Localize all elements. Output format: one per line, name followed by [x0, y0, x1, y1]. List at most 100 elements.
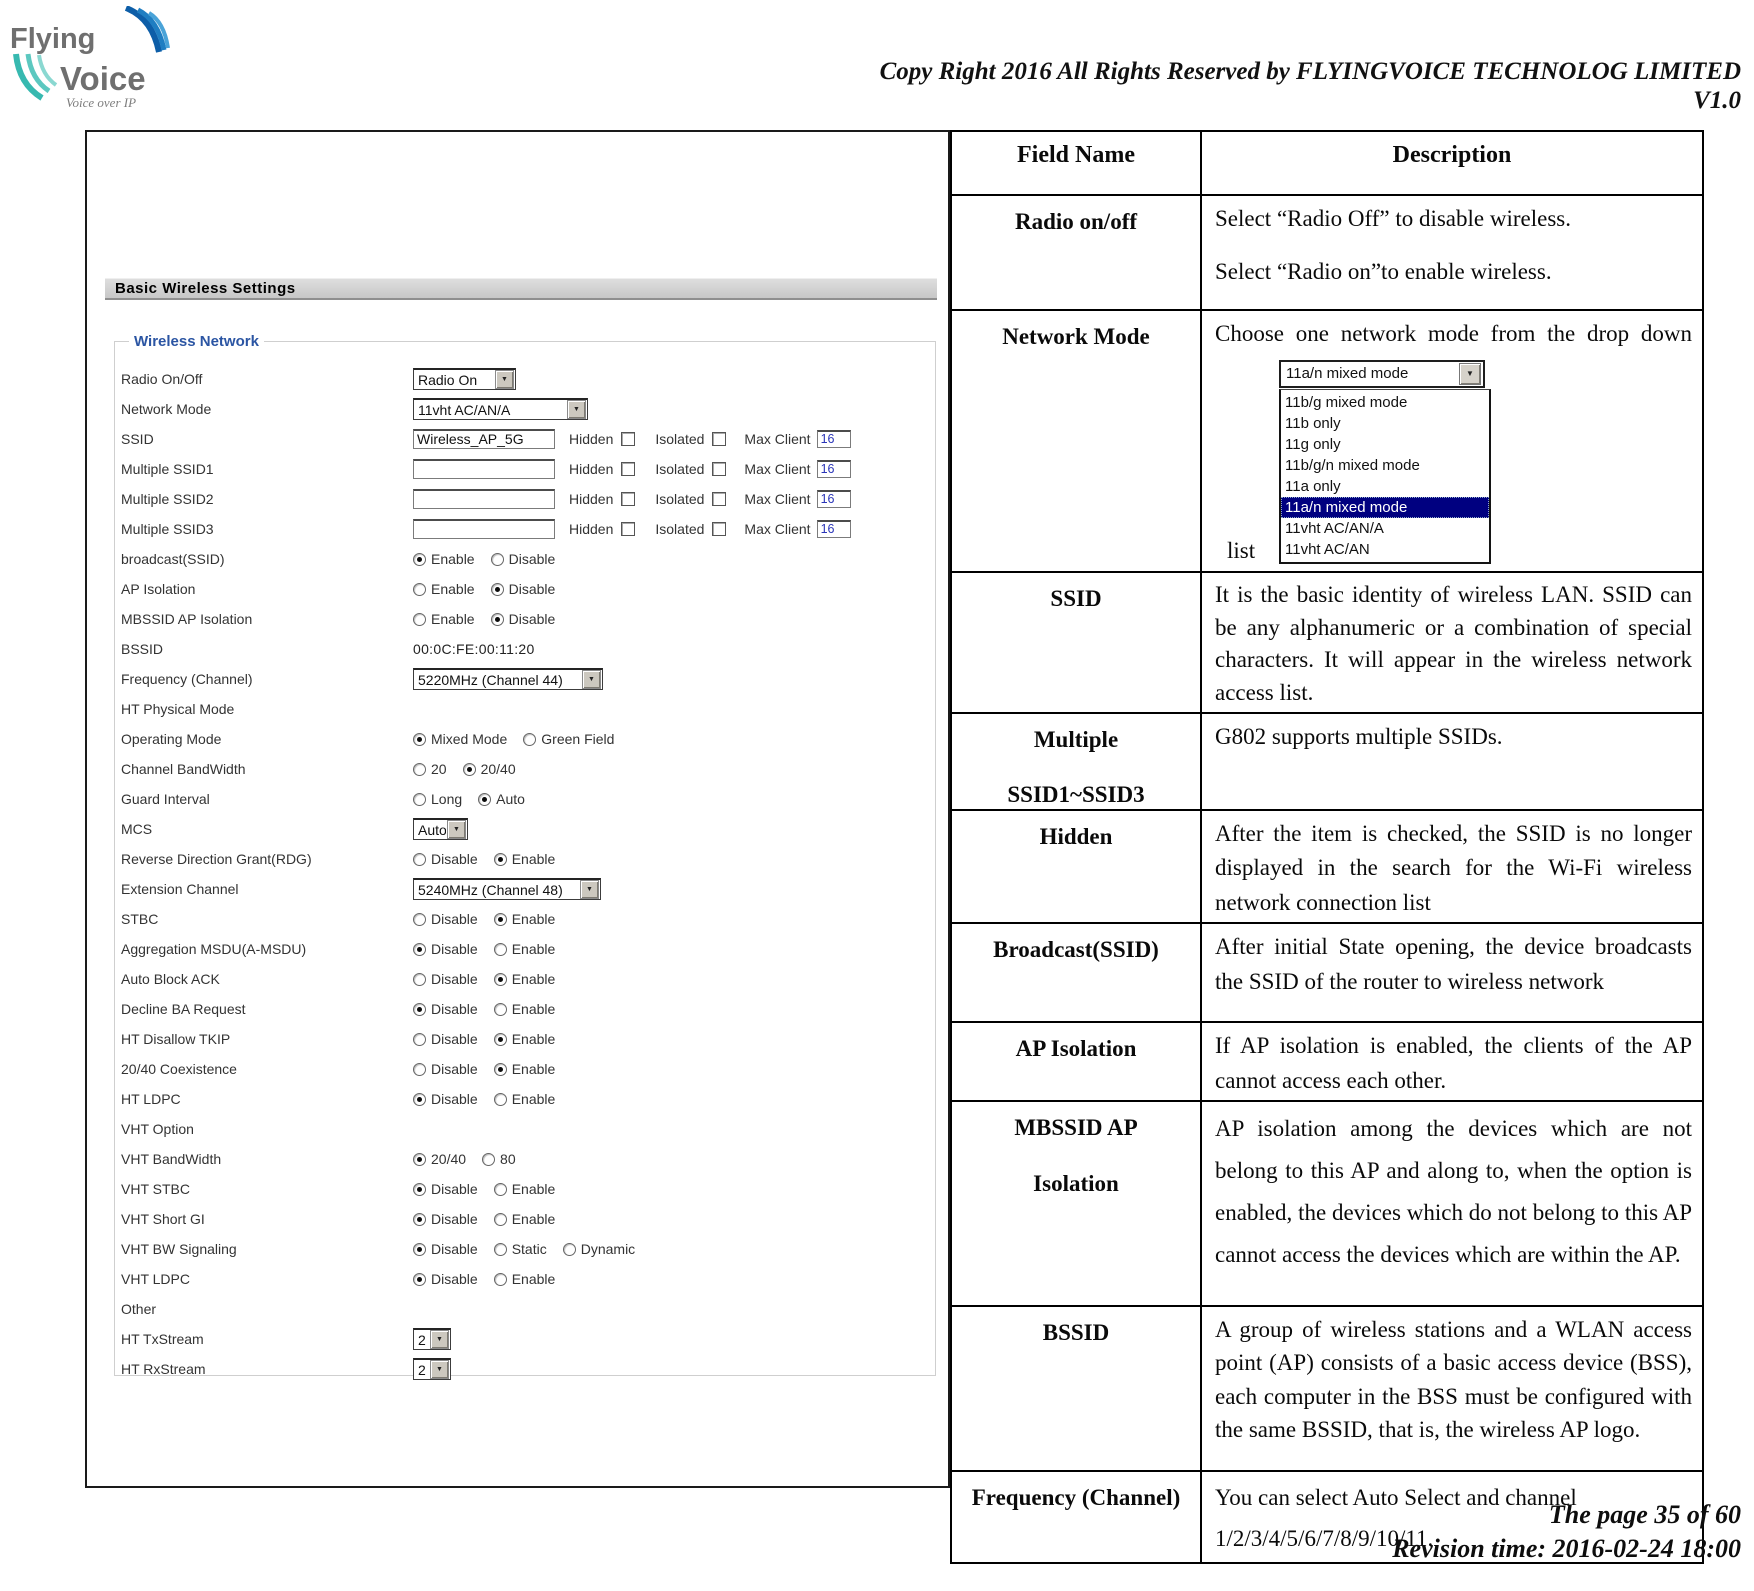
multiple-ssid2-isolated-checkbox[interactable]	[712, 492, 727, 506]
ssid-isolated-checkbox[interactable]	[712, 432, 727, 446]
stbc-enable-radio[interactable]	[493, 912, 507, 926]
broadcast-ssid-disable-radio[interactable]	[490, 552, 504, 566]
dropdown-arrow-icon[interactable]: ▼	[1459, 362, 1481, 385]
network-mode-option-11a-n-mixed-mode[interactable]: 11a/n mixed mode	[1281, 496, 1489, 518]
vht-bw-signaling-disable-radio[interactable]	[413, 1242, 426, 1256]
mbssid-ap-isolation-enable-radio[interactable]	[413, 612, 426, 626]
ssid-max-client-input[interactable]: 16	[816, 430, 851, 448]
vht-stbc-disable-radio[interactable]	[413, 1182, 426, 1196]
multiple-ssid2-hidden-checkbox[interactable]	[621, 492, 636, 506]
frequency-channel-select[interactable]: 5220MHz (Channel 44) ▼	[413, 668, 603, 690]
dropdown-arrow-icon[interactable]: ▼	[580, 880, 599, 899]
guard-interval-auto-radio[interactable]	[478, 792, 492, 806]
network-mode-option-11b-only[interactable]: 11b only	[1285, 414, 1341, 432]
vht-bandwidth-80-radio[interactable]	[482, 1152, 496, 1166]
multiple-ssid3-max-client-input[interactable]: 16	[816, 520, 851, 538]
network-mode-option-11vht-ac-an[interactable]: 11vht AC/AN	[1285, 540, 1370, 558]
20-40-coexistence-disable-radio[interactable]	[413, 1062, 426, 1076]
option-enable: Enable	[493, 1091, 555, 1107]
vht-bw-signaling-dynamic-radio[interactable]	[562, 1242, 576, 1256]
20-40-coexistence-enable-radio[interactable]	[493, 1062, 507, 1076]
ht-disallow-tkip-disable-radio[interactable]	[413, 1032, 426, 1046]
stbc-disable-radio[interactable]	[413, 912, 426, 926]
reverse-direction-grant-rdg-enable-label: Enable	[511, 851, 556, 867]
description-paragraph: Select “Radio Off” to disable wireless.	[1215, 206, 1571, 231]
guard-interval-long-radio[interactable]	[413, 792, 426, 806]
network-mode-option-11a-only[interactable]: 11a only	[1285, 477, 1341, 495]
vht-ldpc-disable-radio[interactable]	[413, 1272, 426, 1286]
reverse-direction-grant-rdg-enable-radio[interactable]	[493, 852, 507, 866]
channel-bandwidth-20-radio[interactable]	[413, 762, 426, 776]
radio-on-off-select[interactable]: Radio On ▼	[413, 368, 516, 390]
auto-block-ack-disable-radio[interactable]	[413, 972, 426, 986]
ssid-input[interactable]: Wireless_AP_5G	[413, 429, 555, 449]
panel-title-bar: Basic Wireless Settings	[105, 278, 937, 300]
network-mode-option-11b-g-n-mixed-mode[interactable]: 11b/g/n mixed mode	[1285, 456, 1420, 474]
network-mode-option-11b-g-mixed-mode[interactable]: 11b/g mixed mode	[1285, 393, 1408, 411]
auto-block-ack-enable-radio[interactable]	[493, 972, 507, 986]
reverse-direction-grant-rdg-disable-radio[interactable]	[413, 852, 426, 866]
multiple-ssid1-max-client-input[interactable]: 16	[816, 460, 851, 478]
multiple-ssid3-input[interactable]	[413, 519, 555, 539]
multiple-ssid3-hidden-checkbox[interactable]	[621, 522, 636, 536]
auto-block-ack-disable-label: Disable	[431, 971, 478, 987]
dropdown-arrow-icon[interactable]: ▼	[447, 820, 466, 839]
dropdown-arrow-icon[interactable]: ▼	[430, 1330, 449, 1349]
aggregation-msdu-a-msdu-enable-radio[interactable]	[493, 942, 507, 956]
vht-bandwidth-20-40-radio[interactable]	[413, 1152, 426, 1166]
vht-short-gi-enable-radio[interactable]	[493, 1212, 507, 1226]
network-mode-option-11g-only[interactable]: 11g only	[1285, 435, 1341, 453]
vht-bw-signaling-static-radio[interactable]	[493, 1242, 507, 1256]
ht-ldpc-enable-radio[interactable]	[493, 1092, 507, 1106]
vht-stbc-enable-radio[interactable]	[493, 1182, 507, 1196]
dropdown-arrow-icon[interactable]: ▼	[582, 670, 601, 689]
option-disable: Disable	[490, 581, 555, 597]
vht-ldpc-enable-radio[interactable]	[493, 1272, 507, 1286]
multiple-ssid2-input[interactable]	[413, 489, 555, 509]
ht-rxstream-select[interactable]: 2 ▼	[413, 1358, 451, 1380]
field-control-ht-disallow-tkip: Disable Enable	[413, 1031, 571, 1047]
ap-isolation-enable-radio[interactable]	[413, 582, 426, 596]
ht-rxstream-select-value: 2	[418, 1361, 426, 1378]
hidden-label: Hidden	[569, 461, 614, 477]
ssid-hidden-checkbox[interactable]	[621, 432, 636, 446]
multiple-ssid1-input[interactable]	[413, 459, 555, 479]
operating-mode-mixed-mode-radio[interactable]	[413, 732, 426, 746]
option-disable: Disable	[413, 1181, 478, 1197]
broadcast-ssid-enable-radio[interactable]	[413, 552, 426, 566]
extension-channel-select[interactable]: 5240MHz (Channel 48) ▼	[413, 878, 601, 900]
multiple-ssid1-isolated-checkbox[interactable]	[712, 462, 727, 476]
hidden-label: Hidden	[569, 431, 614, 447]
ht-txstream-select[interactable]: 2 ▼	[413, 1328, 451, 1350]
multiple-ssid3-isolated-checkbox[interactable]	[712, 522, 727, 536]
option-disable: Disable	[490, 611, 555, 627]
network-mode-option-11vht-ac-an-a[interactable]: 11vht AC/AN/A	[1285, 519, 1384, 537]
mcs-select[interactable]: Auto ▼	[413, 818, 468, 840]
ht-ldpc-disable-radio[interactable]	[413, 1092, 426, 1106]
network-mode-select[interactable]: 11a/n mixed mode ▼	[1279, 359, 1485, 388]
channel-bandwidth-20-40-radio[interactable]	[462, 762, 476, 776]
option-enable: Enable	[493, 1031, 555, 1047]
decline-ba-request-enable-radio[interactable]	[493, 1002, 507, 1016]
aggregation-msdu-a-msdu-disable-radio[interactable]	[413, 942, 426, 956]
ht-disallow-tkip-enable-radio[interactable]	[493, 1032, 507, 1046]
field-name-line: Network Mode	[1002, 324, 1150, 349]
vht-bandwidth-80-label: 80	[500, 1151, 516, 1167]
mbssid-ap-isolation-disable-radio[interactable]	[490, 612, 504, 626]
dropdown-arrow-icon[interactable]: ▼	[430, 1360, 449, 1379]
operating-mode-green-field-radio[interactable]	[523, 732, 537, 746]
multiple-ssid2-max-client-input[interactable]: 16	[816, 490, 851, 508]
field-label-ht-txstream: HT TxStream	[121, 1331, 204, 1347]
revision-time: Revision time: 2016-02-24 18:00	[1392, 1533, 1741, 1563]
decline-ba-request-disable-radio[interactable]	[413, 1002, 426, 1016]
network-mode-select[interactable]: 11vht AC/AN/A ▼	[413, 398, 588, 420]
network-mode-option-list: 11b/g mixed mode 11b only 11g only 11b/g/n …	[1279, 388, 1491, 564]
dropdown-arrow-icon[interactable]: ▼	[567, 400, 586, 419]
field-label-aggregation-msdu-a-msdu: Aggregation MSDU(A-MSDU)	[121, 941, 307, 957]
field-label-auto-block-ack: Auto Block ACK	[121, 971, 220, 987]
description-paragraph: AP isolation among the devices which are…	[1215, 1116, 1692, 1267]
dropdown-arrow-icon[interactable]: ▼	[495, 370, 514, 389]
multiple-ssid1-hidden-checkbox[interactable]	[621, 462, 636, 476]
ap-isolation-disable-radio[interactable]	[490, 582, 504, 596]
vht-short-gi-disable-radio[interactable]	[413, 1212, 426, 1226]
